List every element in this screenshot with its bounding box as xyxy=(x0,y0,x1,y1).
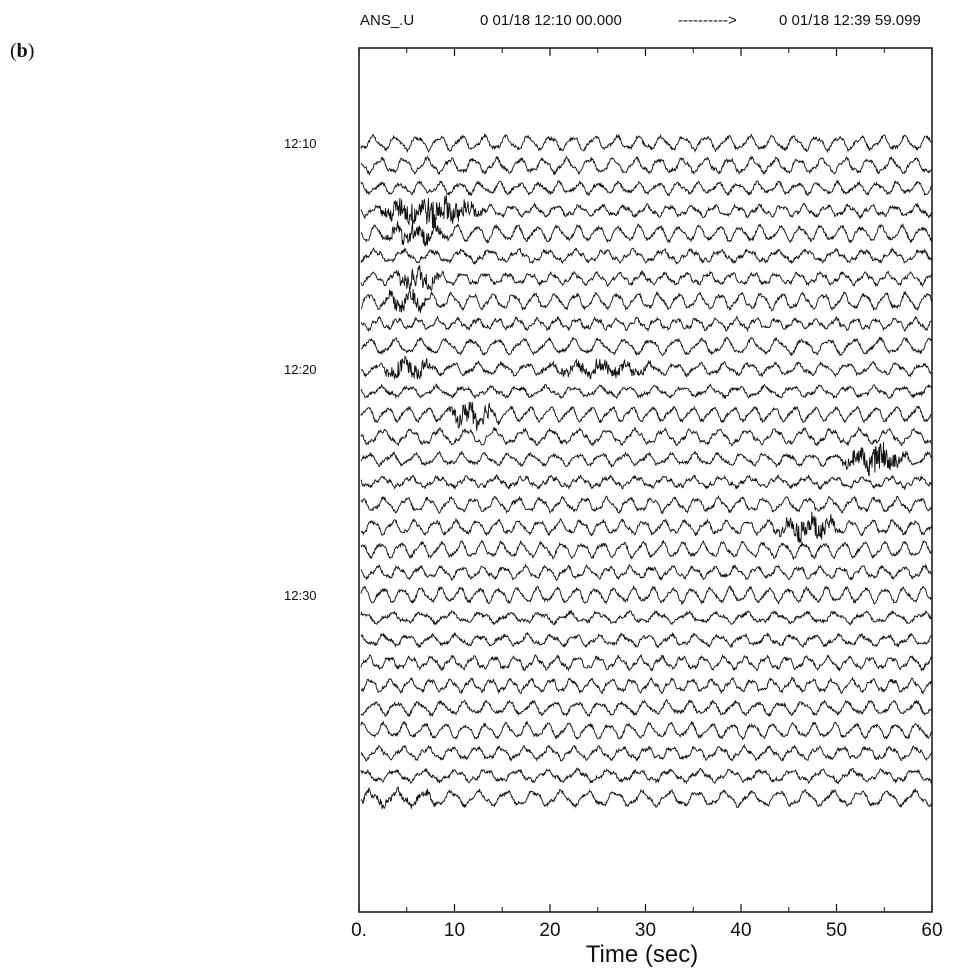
seismic-trace xyxy=(360,178,932,197)
x-axis-label: Time (sec) xyxy=(586,941,698,968)
seismic-trace xyxy=(360,401,932,431)
seismic-trace xyxy=(360,383,933,400)
end-time: 0 01/18 12:39 59.099 xyxy=(779,12,921,29)
trace-group xyxy=(360,132,933,810)
seismic-trace xyxy=(360,441,933,477)
station-name: ANS_.U xyxy=(360,12,415,29)
x-tick-label: 30 xyxy=(635,920,656,941)
seismic-trace xyxy=(360,355,932,380)
plot-frame xyxy=(358,47,933,913)
seismic-trace xyxy=(360,155,932,176)
x-tick-label: 20 xyxy=(539,920,560,941)
seismic-trace xyxy=(360,246,933,265)
seismic-trace xyxy=(360,265,933,292)
seismic-trace xyxy=(360,699,933,718)
x-axis: 0. 10 20 30 40 50 60 xyxy=(351,48,943,941)
seismic-trace xyxy=(360,585,932,606)
y-axis: 12:10 12:20 12:30 xyxy=(284,136,317,603)
seismic-trace xyxy=(360,539,932,561)
seismic-trace xyxy=(360,676,932,696)
x-tick-label: 10 xyxy=(444,920,465,941)
seismic-trace xyxy=(360,767,933,785)
seismic-trace xyxy=(360,132,932,154)
seismic-trace xyxy=(360,221,933,247)
seismic-trace xyxy=(360,653,933,672)
x-tick-label: 0. xyxy=(351,920,367,941)
y-tick-label: 12:10 xyxy=(284,136,317,151)
seismic-trace xyxy=(360,194,932,230)
x-tick-label: 50 xyxy=(826,920,847,941)
time-arrow: ----------> xyxy=(678,12,737,29)
seismic-trace xyxy=(360,563,932,582)
seismic-trace xyxy=(360,494,933,515)
y-tick-label: 12:30 xyxy=(284,588,317,603)
y-tick-label: 12:20 xyxy=(284,362,317,377)
x-tick-label: 60 xyxy=(921,920,942,941)
start-time: 0 01/18 12:10 00.000 xyxy=(480,12,622,29)
seismic-trace xyxy=(360,743,932,763)
seismic-trace xyxy=(360,720,932,741)
seismic-trace xyxy=(360,631,932,649)
seismic-trace xyxy=(360,315,932,333)
panel-letter: b xyxy=(16,40,28,62)
record-header: ANS_.U 0 01/18 12:10 00.000 ----------> … xyxy=(360,12,954,32)
seismic-trace xyxy=(360,336,932,357)
x-tick-label: 40 xyxy=(730,920,751,941)
seismic-trace xyxy=(360,473,933,491)
seismic-trace xyxy=(360,426,932,448)
seismic-trace xyxy=(360,511,933,544)
seismic-trace xyxy=(360,609,933,626)
seismic-trace xyxy=(360,786,933,810)
seismic-trace xyxy=(360,289,933,314)
panel-label: (b) xyxy=(10,40,35,62)
